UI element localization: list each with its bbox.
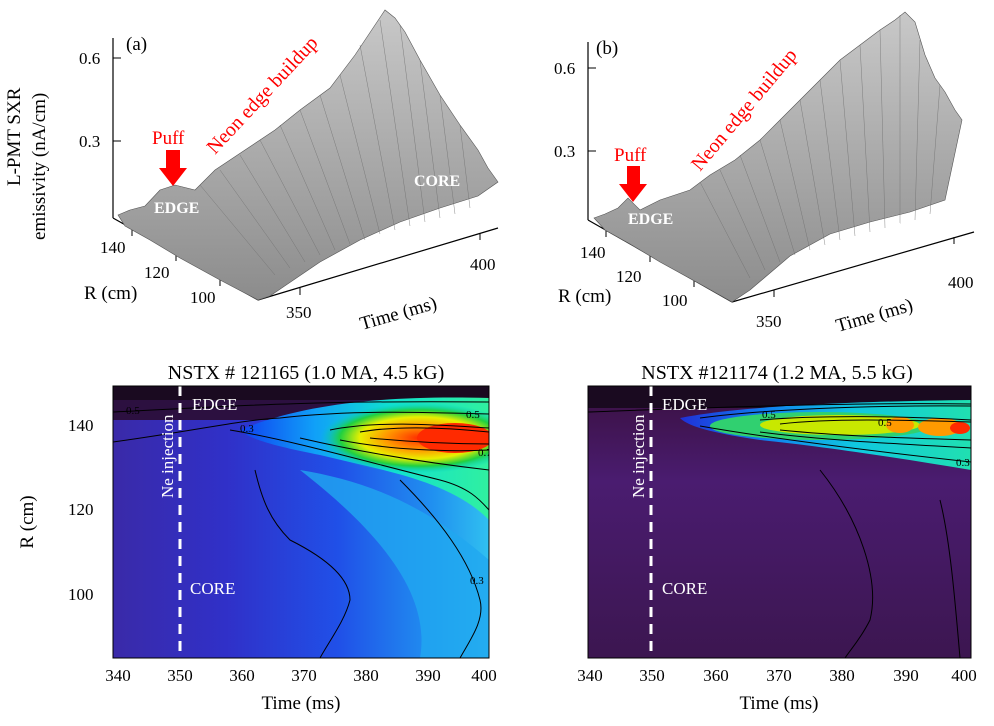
panel-a-ztick-1: 0.6 [79, 49, 100, 68]
panel-c-xtick-1: 340 [105, 666, 131, 685]
panel-d-contour-label-3: 0.3 [956, 457, 970, 469]
panel-a-rtick-2: 120 [144, 263, 170, 282]
panel-b-tlabel: Time (ms) [834, 295, 916, 337]
panel-d-title: NSTX #121174 (1.2 MA, 5.5 kG) [641, 362, 912, 384]
panel-a-ztick-2: 0.3 [79, 132, 100, 151]
panel-c-xtick-6: 390 [415, 666, 441, 685]
panel-c-core-label: CORE [190, 579, 235, 598]
panel-b-label: (b) [596, 38, 618, 59]
panel-b-core-label: CORE [890, 220, 936, 237]
panel-b-rtick-2: 120 [616, 267, 642, 286]
panel-c-contour-label-4: 0.7 [478, 447, 492, 459]
panel-a-ylabel-line1: L-PMT SXR [4, 87, 25, 186]
panel-b-rlabel: R (cm) [558, 286, 611, 307]
panel-a-puff-label: Puff [152, 128, 185, 149]
panel-d-xlabel: Time (ms) [739, 693, 818, 714]
panel-a-ylabel-line2: emissivity (nA/cm) [29, 93, 50, 240]
panel-d-xtick-5: 380 [829, 666, 855, 685]
panel-c-ytick-1: 140 [68, 416, 94, 435]
panel-b-rtick-3: 100 [662, 291, 688, 310]
panel-b-ttick-1: 350 [756, 312, 782, 331]
panel-c-injection-label: Ne injection [158, 414, 177, 498]
panel-d-xtick-4: 370 [766, 666, 792, 685]
panel-a-core-label: CORE [414, 173, 460, 190]
panel-c-contour-label-3: 0.5 [466, 409, 480, 421]
panel-a-time-axis [257, 227, 499, 301]
panel-c-xtick-3: 360 [229, 666, 255, 685]
panel-c-title: NSTX # 121165 (1.0 MA, 4.5 kG) [168, 362, 444, 384]
panel-d-contour-label-1: 0.5 [762, 409, 776, 421]
panel-d-xtick-1: 340 [577, 666, 603, 685]
panel-b: 0.6 0.3 (b) 140 120 100 R (cm) 350 400 T… [554, 11, 975, 337]
panel-d-edge-label: EDGE [662, 395, 707, 414]
panel-c-xlabel: Time (ms) [261, 693, 340, 714]
panel-b-puff-label: Puff [614, 145, 647, 166]
panel-a-label: (a) [126, 34, 147, 55]
panel-b-ztick-1: 0.6 [554, 59, 575, 78]
panel-b-ztick-2: 0.3 [554, 142, 575, 161]
panel-a-ttick-2: 400 [470, 255, 496, 274]
panel-c-edge-label: EDGE [192, 395, 237, 414]
panel-d-xtick-7: 400 [951, 666, 977, 685]
panel-c-ylabel: R (cm) [17, 495, 38, 548]
panel-a-rlabel: R (cm) [84, 283, 137, 304]
panel-a-edge-label: EDGE [154, 200, 199, 217]
panel-c-xtick-7: 400 [471, 666, 497, 685]
panel-c-ytick-3: 100 [68, 585, 94, 604]
panel-d-core-label: CORE [662, 579, 707, 598]
panel-b-rtick-1: 140 [580, 243, 606, 262]
panel-a-rtick-3: 100 [190, 288, 216, 307]
panel-c-contour-label-2: 0.3 [240, 423, 254, 435]
panel-a-ttick-1: 350 [286, 303, 312, 322]
panel-b-time-axis [731, 231, 975, 303]
panel-d-xtick-2: 350 [639, 666, 665, 685]
panel-c: NSTX # 121165 (1.0 MA, 4.5 kG) [17, 362, 497, 714]
panel-c-xtick-4: 370 [291, 666, 317, 685]
panel-b-puff-arrow [619, 166, 647, 202]
panel-d-image: 0.5 0.5 0.3 Ne injection EDGE CORE [588, 386, 971, 658]
panel-d-xtick-3: 360 [703, 666, 729, 685]
panel-d: NSTX #121174 (1.2 MA, 5.5 kG) 0.5 [577, 362, 977, 714]
panel-b-surface [593, 11, 963, 303]
panel-b-edge-label: EDGE [628, 211, 673, 228]
panel-d-injection-label: Ne injection [629, 414, 648, 498]
panel-a-rtick-1: 140 [100, 238, 126, 257]
panel-b-ttick-2: 400 [948, 273, 974, 292]
panel-c-contour-label-1: 0.5 [126, 405, 140, 417]
panel-c-xtick-2: 350 [167, 666, 193, 685]
panel-d-contour-label-2: 0.5 [878, 417, 892, 429]
panel-a: L-PMT SXR emissivity (nA/cm) 0.6 0.3 (a)… [4, 9, 499, 335]
panel-c-ytick-2: 120 [68, 500, 94, 519]
panel-a-tlabel: Time (ms) [358, 293, 440, 335]
panel-a-puff-arrow [159, 150, 187, 186]
panel-d-xtick-6: 390 [893, 666, 919, 685]
panel-c-xtick-5: 380 [353, 666, 379, 685]
panel-a-surface [117, 9, 499, 301]
panel-c-contour-label-5: 0.3 [470, 575, 484, 587]
panel-c-image: 0.5 0.3 0.5 0.7 0.3 Ne injection EDGE CO… [113, 386, 492, 658]
